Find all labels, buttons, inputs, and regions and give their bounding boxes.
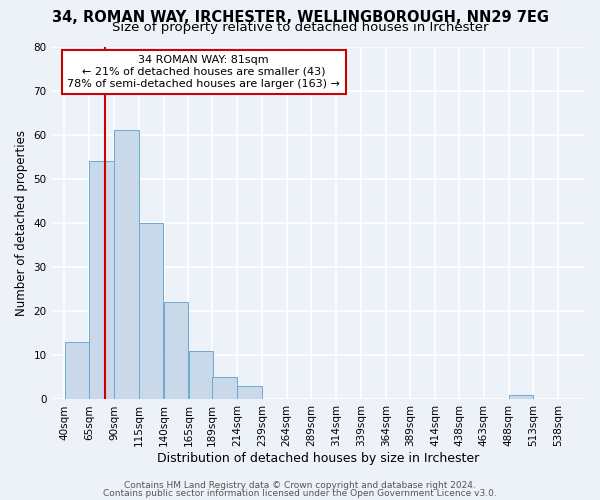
Text: 34, ROMAN WAY, IRCHESTER, WELLINGBOROUGH, NN29 7EG: 34, ROMAN WAY, IRCHESTER, WELLINGBOROUGH… <box>52 10 548 25</box>
Bar <box>65 342 89 400</box>
Text: Contains HM Land Registry data © Crown copyright and database right 2024.: Contains HM Land Registry data © Crown c… <box>124 481 476 490</box>
Bar <box>114 130 139 400</box>
Bar <box>509 395 533 400</box>
Bar <box>164 302 188 400</box>
Text: Size of property relative to detached houses in Irchester: Size of property relative to detached ho… <box>112 22 488 35</box>
Text: Contains public sector information licensed under the Open Government Licence v3: Contains public sector information licen… <box>103 488 497 498</box>
Y-axis label: Number of detached properties: Number of detached properties <box>15 130 28 316</box>
Bar <box>188 351 213 400</box>
X-axis label: Distribution of detached houses by size in Irchester: Distribution of detached houses by size … <box>157 452 479 465</box>
Bar <box>237 386 262 400</box>
Bar <box>89 161 114 400</box>
Text: 34 ROMAN WAY: 81sqm
← 21% of detached houses are smaller (43)
78% of semi-detach: 34 ROMAN WAY: 81sqm ← 21% of detached ho… <box>67 56 340 88</box>
Bar <box>212 378 237 400</box>
Bar <box>139 223 163 400</box>
